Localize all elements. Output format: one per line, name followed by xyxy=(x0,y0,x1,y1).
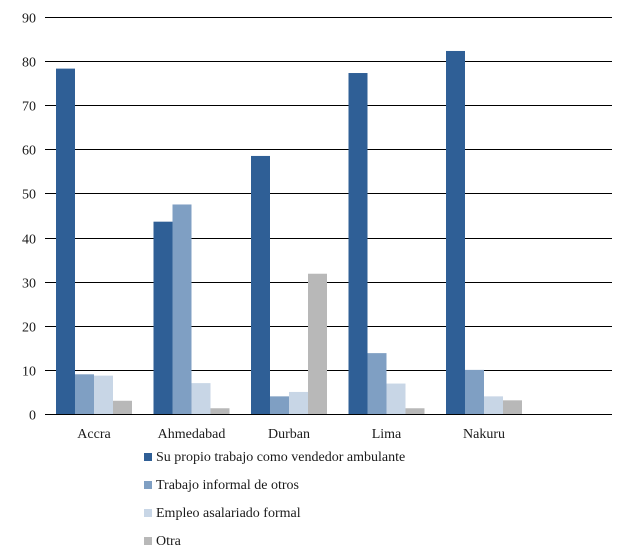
bars xyxy=(56,50,522,415)
legend-label: Empleo asalariado formal xyxy=(156,506,301,521)
legend-label: Su propio trabajo como vendedor ambulant… xyxy=(156,450,405,465)
bar xyxy=(289,391,308,414)
legend-label: Otra xyxy=(156,534,182,548)
y-tick-label: 90 xyxy=(22,12,36,27)
x-category-label: Accra xyxy=(77,427,111,442)
y-tick-label: 10 xyxy=(22,365,36,380)
legend-swatch xyxy=(144,481,152,489)
legend-swatch xyxy=(144,537,152,545)
bar xyxy=(113,400,132,414)
y-tick-label: 40 xyxy=(22,233,36,248)
x-category-label: Lima xyxy=(372,427,402,442)
x-axis-categories: Accra Ahmedabad Durban Lima Nakuru xyxy=(77,427,505,442)
y-tick-label: 60 xyxy=(22,144,36,159)
bar xyxy=(503,400,522,414)
y-tick-label: 30 xyxy=(22,277,36,292)
x-category-label: Nakuru xyxy=(463,427,505,442)
bar xyxy=(465,369,484,414)
bar xyxy=(94,375,113,414)
bar xyxy=(270,396,289,414)
y-tick-label: 80 xyxy=(22,56,36,71)
bar xyxy=(308,273,327,414)
y-tick-label: 50 xyxy=(22,188,36,203)
y-tick-label: 70 xyxy=(22,100,36,115)
x-category-label: Ahmedabad xyxy=(158,427,226,442)
bar xyxy=(251,155,270,414)
bar xyxy=(446,50,465,415)
y-axis-ticks: 0 10 20 30 40 50 60 70 80 90 xyxy=(22,12,36,424)
y-tick-label: 0 xyxy=(29,409,36,424)
bar xyxy=(172,204,192,414)
gridlines xyxy=(45,17,612,415)
legend: Su propio trabajo como vendedor ambulant… xyxy=(144,450,405,548)
bar xyxy=(56,68,75,415)
y-tick-label: 20 xyxy=(22,321,36,336)
bar xyxy=(367,353,387,414)
legend-swatch xyxy=(144,453,152,461)
x-category-label: Durban xyxy=(268,427,310,442)
bar xyxy=(386,383,406,414)
bar xyxy=(405,408,425,414)
bar xyxy=(191,383,211,414)
bar xyxy=(484,396,503,414)
bar xyxy=(348,73,368,414)
bar xyxy=(75,374,94,414)
legend-label: Trabajo informal de otros xyxy=(156,478,299,493)
legend-swatch xyxy=(144,509,152,517)
bar xyxy=(153,221,173,414)
bar xyxy=(210,408,230,414)
